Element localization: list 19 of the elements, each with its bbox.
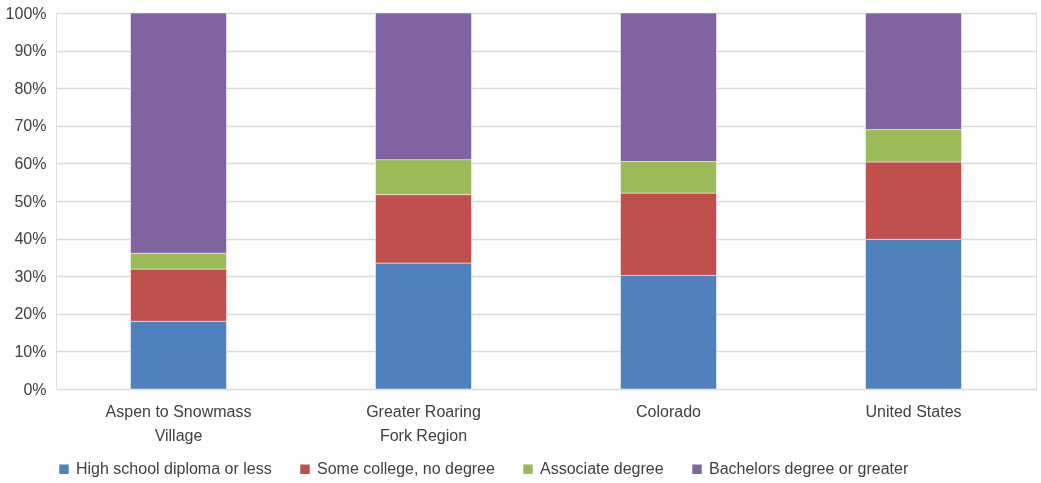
y-tick-label: 60%: [14, 154, 47, 172]
y-tick-label: 80%: [14, 79, 47, 97]
legend-label: High school diploma or less: [76, 460, 272, 478]
y-tick-label: 40%: [14, 230, 47, 248]
y-tick-label: 100%: [5, 4, 47, 22]
x-tick-label: Greater Roaring Fork Region: [366, 402, 481, 444]
x-tick-label: Aspen to Snowmass Village: [105, 402, 252, 444]
x-tick-label: United States: [865, 402, 962, 420]
y-tick-label: 20%: [14, 305, 47, 323]
y-tick-label: 90%: [14, 42, 47, 60]
legend-label: Some college, no degree: [317, 460, 495, 478]
legend-label: Bachelors degree or greater: [709, 460, 909, 478]
y-tick-label: 30%: [14, 267, 47, 285]
y-tick-label: 50%: [14, 192, 47, 210]
y-tick-label: 10%: [14, 342, 47, 360]
x-tick-label: Colorado: [636, 402, 702, 420]
y-tick-label: 70%: [14, 117, 47, 135]
legend-label: Associate degree: [540, 460, 664, 478]
y-tick-label: 0%: [23, 380, 47, 398]
